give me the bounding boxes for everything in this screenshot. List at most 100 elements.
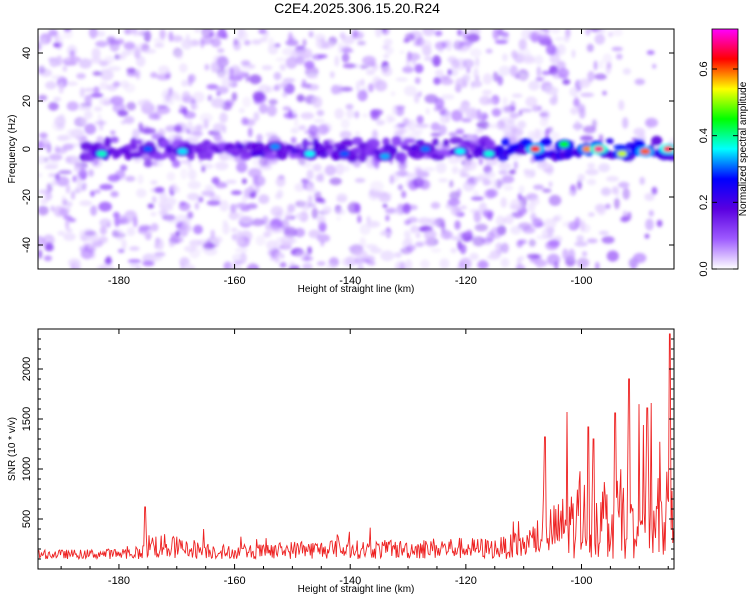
ridge-cell <box>396 151 408 163</box>
heatmap-cell <box>415 167 423 175</box>
heatmap-cell <box>513 73 528 80</box>
heatmap-cell <box>594 73 607 80</box>
heatmap-cell <box>618 99 625 111</box>
heatmap-cell <box>307 246 312 255</box>
heatmap-cell <box>503 185 514 191</box>
heatmap-cell <box>207 94 213 102</box>
heatmap-cell <box>356 80 360 92</box>
y-tick-label: 40 <box>21 47 33 59</box>
heatmap-cell <box>49 57 60 68</box>
heatmap-cell <box>63 232 76 241</box>
heatmap-cell <box>572 98 581 108</box>
heatmap-cell <box>142 127 156 135</box>
heatmap-cell <box>324 164 337 176</box>
heatmap-cell <box>42 234 55 247</box>
heatmap-cell <box>337 42 344 55</box>
ridge-cell <box>514 149 529 156</box>
heatmap-cell <box>422 29 436 37</box>
heatmap-cell <box>304 60 315 69</box>
heatmap-cell <box>124 29 136 35</box>
heatmap-cell <box>357 40 366 46</box>
heatmap-cell <box>84 245 89 251</box>
heatmap-cell <box>407 172 418 178</box>
heatmap-cell <box>288 31 293 44</box>
heatmap-cell <box>137 99 151 107</box>
heatmap-cell <box>588 212 595 217</box>
heatmap-cell <box>576 257 590 269</box>
heatmap-cell <box>258 156 268 167</box>
heatmap-cell <box>190 103 199 111</box>
heatmap-cell <box>126 101 136 111</box>
heatmap-cell <box>622 187 630 200</box>
heatmap-cell <box>142 260 155 267</box>
heatmap-cell <box>499 106 513 114</box>
heatmap-cell <box>656 219 663 228</box>
heatmap-cell <box>136 188 147 198</box>
heatmap-cell <box>282 106 291 111</box>
y-tick-label: -20 <box>21 189 33 205</box>
heatmap-cell <box>288 264 300 269</box>
heatmap-cell <box>570 107 579 115</box>
heatmap-cell <box>389 174 395 185</box>
heatmap-cell <box>38 249 43 259</box>
heatmap-cell <box>420 39 432 51</box>
heatmap-cell <box>419 178 430 190</box>
heatmap-cell <box>228 75 243 82</box>
heatmap-cell <box>518 38 527 50</box>
heatmap-cell <box>107 66 122 72</box>
heatmap-cell <box>592 119 597 129</box>
heatmap-cell <box>354 257 365 265</box>
heatmap-cell <box>354 178 366 183</box>
heatmap-cell <box>187 120 193 131</box>
heatmap-cell <box>206 200 221 206</box>
heatmap-cell <box>399 50 405 55</box>
heatmap-cell <box>322 206 332 214</box>
ridge-cell <box>605 138 614 145</box>
heatmap-cell <box>542 163 554 173</box>
heatmap-cell <box>498 65 511 77</box>
heatmap-cell <box>188 169 197 181</box>
heatmap-cell <box>98 60 112 66</box>
heatmap-cell <box>440 78 454 86</box>
heatmap-cell <box>84 230 97 236</box>
heatmap-cell <box>51 179 58 187</box>
heatmap-cell <box>598 29 607 35</box>
heatmap-cell <box>359 64 369 70</box>
heatmap-cell <box>50 205 55 212</box>
heatmap-cell <box>46 183 53 193</box>
heatmap-cell <box>78 106 92 111</box>
heatmap-cell <box>616 53 623 60</box>
ridge-cell <box>542 137 553 147</box>
heatmap-cell <box>599 60 604 70</box>
hotspot <box>270 143 281 150</box>
heatmap-cell <box>341 53 350 63</box>
heatmap-cell <box>434 30 443 37</box>
heatmap-cell <box>447 56 458 64</box>
heatmap-cell <box>96 30 106 37</box>
heatmap-cell <box>372 76 382 88</box>
heatmap-cell <box>501 175 515 184</box>
heatmap-cell <box>375 29 382 38</box>
heatmap-cell <box>38 94 48 101</box>
heatmap-cell <box>412 129 424 135</box>
heatmap-cell <box>230 190 242 195</box>
heatmap-cell <box>301 79 307 87</box>
heatmap-cell <box>580 92 595 98</box>
heatmap-cell <box>586 238 598 244</box>
hotspot <box>455 148 466 155</box>
heatmap-cell <box>262 215 269 225</box>
heatmap-cell <box>107 174 121 182</box>
hotspot <box>177 148 188 155</box>
heatmap-cell <box>412 60 417 66</box>
heatmap-cell <box>482 209 494 218</box>
heatmap-cell <box>143 30 152 43</box>
heatmap-cell <box>533 184 544 190</box>
heatmap-cell <box>43 255 53 262</box>
heatmap-cell <box>482 73 493 85</box>
heatmap-cell <box>307 194 313 205</box>
heatmap-cell <box>48 153 63 161</box>
heatmap-cell <box>434 41 447 51</box>
heatmap-cell <box>612 29 623 37</box>
heatmap-cell <box>174 124 183 133</box>
heatmap-cell <box>161 88 176 101</box>
